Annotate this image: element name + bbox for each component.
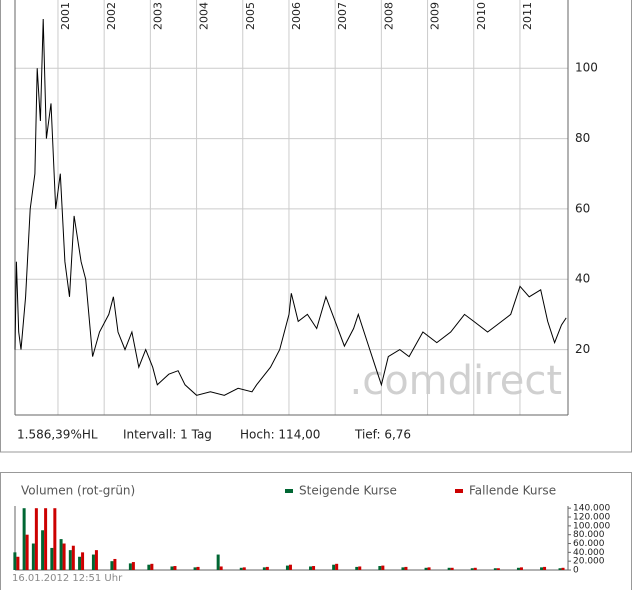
stat: Intervall: 1 Tag bbox=[123, 428, 212, 442]
volume-bar bbox=[91, 554, 95, 570]
y-tick-label: 80 bbox=[575, 131, 590, 145]
volume-bar bbox=[22, 508, 26, 570]
volume-bar bbox=[170, 566, 174, 570]
volume-bar bbox=[150, 563, 154, 570]
volume-bar bbox=[81, 552, 85, 570]
volume-bar bbox=[71, 545, 75, 570]
volume-bar bbox=[427, 567, 431, 570]
volume-bar bbox=[312, 566, 316, 570]
volume-bar bbox=[94, 550, 98, 570]
x-tick-label: 2008 bbox=[382, 2, 395, 30]
volume-bar bbox=[496, 568, 500, 570]
y-tick-label: 120.000 bbox=[573, 513, 610, 523]
volume-bar bbox=[147, 564, 151, 570]
legend-swatch bbox=[285, 489, 293, 493]
volume-bar bbox=[285, 565, 289, 570]
y-tick-label: 100 bbox=[575, 61, 598, 75]
volume-bar bbox=[34, 508, 38, 570]
x-tick-label: 2003 bbox=[151, 2, 164, 30]
volume-bar bbox=[470, 568, 474, 570]
volume-bar bbox=[561, 567, 565, 570]
stat: Tief: 6,76 bbox=[354, 428, 411, 442]
x-tick-label: 2002 bbox=[105, 2, 118, 30]
y-tick-label: 80.000 bbox=[573, 530, 605, 540]
volume-bar bbox=[50, 547, 54, 570]
y-tick-label: 20 bbox=[575, 342, 590, 356]
y-tick-label: 60.000 bbox=[573, 539, 605, 549]
volume-bar bbox=[242, 567, 246, 570]
y-tick-label: 140.000 bbox=[573, 504, 610, 514]
volume-bar bbox=[219, 566, 223, 570]
volume-bar bbox=[41, 530, 45, 570]
volume-bar bbox=[193, 567, 197, 570]
x-tick-label: 2001 bbox=[59, 2, 72, 30]
volume-bar bbox=[519, 567, 523, 570]
x-tick-label: 2005 bbox=[244, 2, 257, 30]
volume-bar bbox=[358, 566, 362, 570]
volume-bar bbox=[31, 543, 35, 570]
volume-bar bbox=[424, 567, 428, 570]
volume-bar bbox=[13, 552, 17, 570]
volume-bar bbox=[62, 543, 66, 570]
volume-bar bbox=[262, 567, 266, 570]
volume-bar bbox=[404, 566, 408, 570]
legend-label: Steigende Kurse bbox=[299, 484, 397, 498]
volume-bar bbox=[378, 566, 382, 570]
x-tick-label: 2011 bbox=[521, 2, 534, 30]
legend-swatch bbox=[455, 489, 463, 493]
volume-bar bbox=[473, 567, 477, 570]
volume-bar bbox=[16, 556, 20, 570]
timestamp: 16.01.2012 12:51 Uhr bbox=[12, 573, 123, 584]
volume-bar bbox=[25, 534, 29, 570]
y-tick-label: 40.000 bbox=[573, 548, 605, 558]
x-tick-label: 2007 bbox=[336, 2, 349, 30]
y-tick-label: 60 bbox=[575, 201, 590, 215]
volume-bar bbox=[355, 566, 359, 570]
volume-bar bbox=[335, 563, 339, 570]
volume-bar bbox=[53, 508, 57, 570]
volume-bar bbox=[540, 567, 544, 570]
volume-bar bbox=[450, 567, 454, 570]
volume-bar bbox=[131, 562, 135, 570]
stat: 1.586,39%HL bbox=[17, 428, 98, 442]
volume-bar bbox=[44, 508, 48, 570]
volume-bar bbox=[113, 558, 117, 570]
volume-bar bbox=[381, 565, 385, 570]
y-tick-label: 100.000 bbox=[573, 521, 610, 531]
price-line bbox=[14, 18, 567, 396]
y-tick-label: 40 bbox=[575, 272, 590, 286]
volume-bar bbox=[196, 566, 200, 570]
volume-bar bbox=[288, 564, 292, 570]
x-tick-label: 2006 bbox=[290, 2, 303, 30]
volume-bar bbox=[216, 554, 220, 570]
volume-bar bbox=[110, 561, 114, 570]
legend-label: Fallende Kurse bbox=[469, 484, 556, 498]
volume-bar bbox=[516, 567, 520, 570]
y-tick-label: 20.000 bbox=[573, 557, 605, 567]
volume-bar bbox=[173, 566, 177, 570]
x-tick-label: 2009 bbox=[429, 2, 442, 30]
volume-bar bbox=[128, 563, 132, 570]
volume-bar bbox=[543, 566, 547, 570]
volume-bar bbox=[401, 567, 405, 570]
volume-bar bbox=[493, 568, 497, 570]
volume-bar bbox=[78, 556, 82, 570]
volume-title: Volumen (rot-grün) bbox=[21, 484, 135, 498]
x-tick-label: 2010 bbox=[475, 2, 488, 30]
volume-bar bbox=[68, 550, 72, 570]
watermark: .comdirect bbox=[350, 358, 563, 404]
stat: Hoch: 114,00 bbox=[240, 428, 320, 442]
volume-bar bbox=[332, 564, 336, 570]
volume-bar bbox=[309, 566, 313, 570]
y-tick-label: 0 bbox=[573, 566, 579, 576]
volume-bar bbox=[239, 567, 243, 570]
volume-bar bbox=[59, 539, 63, 570]
x-tick-label: 2004 bbox=[198, 2, 211, 30]
volume-bar bbox=[447, 567, 451, 570]
volume-bar bbox=[265, 566, 269, 570]
volume-bar bbox=[558, 568, 562, 570]
